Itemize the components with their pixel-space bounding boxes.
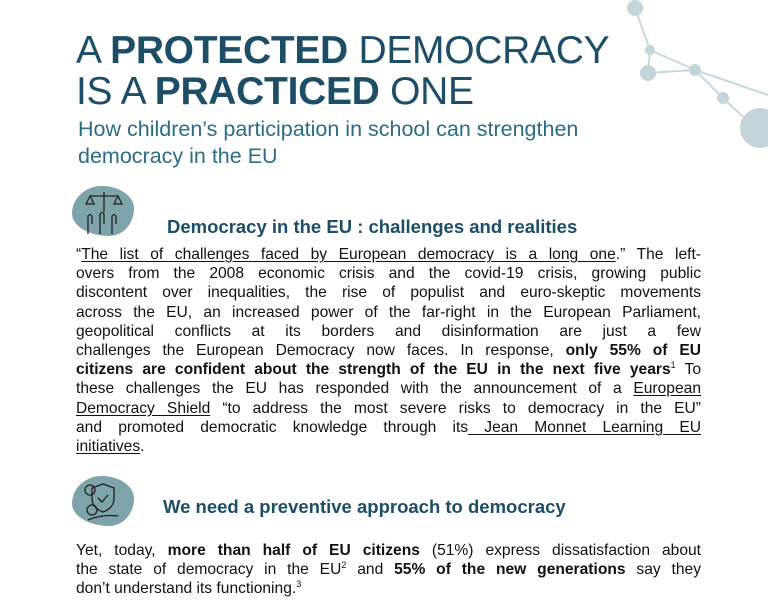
text-run: (51%) express dissatisfaction about bbox=[419, 542, 701, 559]
text-run: 55% of the new generations bbox=[394, 561, 626, 579]
text-line: Democracy Shield “to address the most se… bbox=[76, 399, 701, 418]
text-run: these challenges the EU has responded wi… bbox=[76, 380, 634, 398]
section2-body: Yet, today, more than half of EU citizen… bbox=[76, 541, 701, 599]
text-run: don’t understand its functioning. bbox=[76, 580, 297, 598]
text-run: A bbox=[76, 29, 111, 72]
text-run: IS A bbox=[76, 70, 155, 113]
text-run: the state of democracy in the EU bbox=[76, 561, 342, 579]
section2-heading: We need a preventive approach to democra… bbox=[163, 496, 566, 517]
text-run: only 55% of EU bbox=[565, 342, 701, 360]
text-run: . bbox=[140, 438, 145, 456]
title-line-2: IS A PRACTICED ONE bbox=[76, 71, 609, 112]
page-title: A PROTECTED DEMOCRACY IS A PRACTICED ONE bbox=[76, 29, 610, 112]
section1-icon-badge bbox=[72, 186, 134, 236]
footnote-marker: 2 bbox=[341, 560, 347, 571]
text-run: discontent over inequalities, the rise o… bbox=[76, 284, 701, 302]
text-line: discontent over inequalities, the rise o… bbox=[76, 283, 701, 302]
title-line-1: A PROTECTED DEMOCRACY bbox=[76, 29, 610, 72]
network-decoration bbox=[627, 0, 768, 148]
footnote-marker: 1 bbox=[670, 360, 676, 371]
link-text[interactable]: initiatives bbox=[76, 438, 141, 456]
section2-icon-badge bbox=[72, 476, 134, 526]
link-text[interactable]: Democracy Shield bbox=[76, 399, 211, 417]
text-line: challenges the European Democracy now fa… bbox=[76, 341, 701, 360]
page-subtitle: How children’s participation in school c… bbox=[78, 117, 579, 168]
text-run: across the EU, an increased power of the… bbox=[76, 303, 701, 321]
text-line: these challenges the EU has responded wi… bbox=[76, 379, 701, 398]
text-line: Yet, today, more than half of EU citizen… bbox=[76, 541, 701, 560]
scales-hands-icon bbox=[84, 192, 124, 234]
text-run: citizens are confident about the strengt… bbox=[76, 361, 671, 379]
text-run: PROTECTED bbox=[110, 29, 348, 72]
text-line: geopolitical conflicts at its borders an… bbox=[76, 322, 701, 341]
text-run: geopolitical conflicts at its borders an… bbox=[76, 322, 701, 340]
text-run: “ bbox=[76, 246, 82, 263]
link-text[interactable]: The list of challenges faced by European… bbox=[81, 246, 616, 263]
text-run: To bbox=[675, 361, 701, 379]
section1-heading: Democracy in the EU : challenges and rea… bbox=[167, 216, 578, 237]
text-run: overs from the 2008 economic crisis and … bbox=[76, 265, 701, 283]
text-line: citizens are confident about the strengt… bbox=[76, 360, 701, 379]
footnote-marker: 3 bbox=[296, 579, 302, 590]
text-line: across the EU, an increased power of the… bbox=[76, 303, 701, 322]
text-run: challenges the European Democracy now fa… bbox=[76, 342, 566, 360]
text-run: .” The left- bbox=[615, 246, 701, 263]
shield-gear-hand-icon bbox=[84, 483, 119, 521]
text-line: overs from the 2008 economic crisis and … bbox=[76, 264, 701, 283]
text-run: PRACTICED bbox=[154, 70, 380, 113]
text-run: Yet, today, bbox=[76, 542, 168, 559]
text-run: DEMOCRACY bbox=[347, 29, 610, 72]
link-text[interactable]: Jean Monnet Learning EU bbox=[468, 418, 701, 436]
text-run: “to address the most severe risks to dem… bbox=[210, 399, 701, 417]
text-run: and bbox=[346, 561, 395, 579]
text-line: “The list of challenges faced by Europea… bbox=[76, 245, 701, 264]
text-line: initiatives. bbox=[76, 437, 701, 456]
text-run: and promoted democratic knowledge throug… bbox=[76, 418, 469, 436]
text-line: the state of democracy in the EU2 and 55… bbox=[76, 560, 701, 579]
text-line: and promoted democratic knowledge throug… bbox=[76, 418, 701, 437]
link-text[interactable]: European bbox=[633, 380, 701, 398]
section1-body: “The list of challenges faced by Europea… bbox=[76, 245, 701, 456]
text-line: don’t understand its functioning.3 bbox=[76, 579, 701, 598]
text-run: say they bbox=[625, 561, 702, 579]
text-run: more than half of EU citizens bbox=[167, 542, 420, 559]
text-run: ONE bbox=[379, 70, 474, 113]
